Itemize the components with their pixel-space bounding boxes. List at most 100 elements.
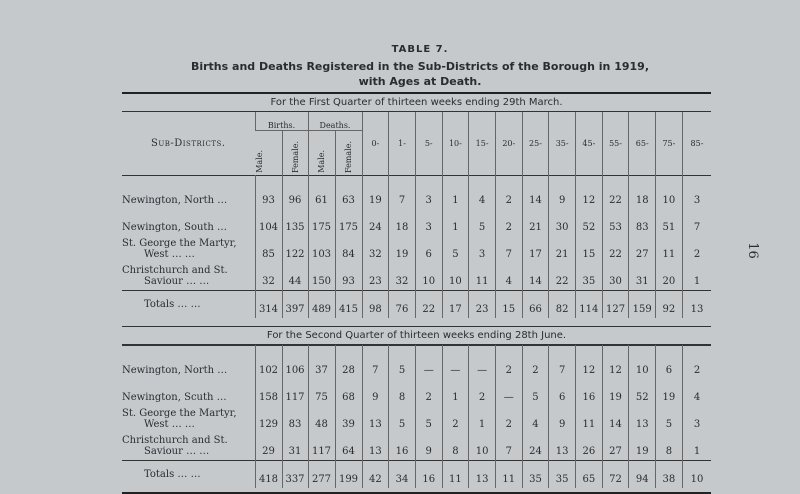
header-female-label: Female. (344, 140, 353, 173)
cell-value: 7 (494, 236, 523, 263)
cell-value: 104 (254, 209, 282, 236)
cell-value: 1 (468, 406, 496, 433)
header-age-6: 25- (521, 112, 549, 176)
cell-value: 2 (494, 406, 523, 433)
cell-value: 2 (494, 345, 523, 379)
cell-value: 2 (468, 379, 496, 406)
header-age-8: 45- (575, 112, 603, 176)
cell-value: 4 (521, 406, 549, 433)
header-age-12: 85- (681, 112, 712, 176)
cell-value: 22 (548, 263, 576, 291)
cell-value: 30 (548, 209, 576, 236)
total-value: 16 (414, 460, 443, 488)
cell-value: 1 (681, 433, 712, 461)
cell-value: 3 (414, 175, 443, 209)
table-subtitle: Births and Deaths Registered in the Sub-… (190, 60, 650, 73)
header-male: Male. (307, 130, 335, 176)
cell-value: 3 (468, 236, 496, 263)
header-male-label: Male. (255, 150, 264, 173)
births-deaths-table: For the First Quarter of thirteen weeks … (122, 92, 712, 494)
totals-label: Totals … … (122, 290, 255, 318)
cell-value: 1 (681, 263, 712, 291)
cell-value: 12 (575, 345, 603, 379)
cell-value: 12 (575, 175, 603, 209)
cell-value: 13 (628, 406, 656, 433)
total-value: 92 (655, 290, 683, 318)
table-row: Newington, South … 104 135 175 175 24 18 3 1 5 2 21… (122, 209, 712, 236)
cell-value: 117 (281, 379, 308, 406)
header-age-10: 65- (628, 112, 656, 176)
header-age-1: 1- (388, 112, 416, 176)
cell-value: 17 (521, 236, 549, 263)
cell-value: 3 (414, 209, 443, 236)
cell-value: 15 (575, 236, 603, 263)
cell-value: 53 (601, 209, 629, 236)
table-row: Newington, North … 93 96 61 63 19 7 3 1 4 2 14 9 12 22… (122, 175, 712, 209)
table-title: TABLE 7. (391, 44, 449, 55)
cell-value: 52 (575, 209, 603, 236)
cell-value: 5 (521, 379, 549, 406)
cell-value: 14 (521, 175, 549, 209)
cell-value: 75 (307, 379, 335, 406)
name-line: Saviour … … (144, 446, 210, 457)
cell-value: 19 (655, 379, 683, 406)
cell-value: 93 (254, 175, 282, 209)
cell-value: 14 (601, 406, 629, 433)
header-male-label: Male. (317, 150, 326, 173)
total-value: 10 (681, 460, 712, 488)
header-female: Female. (334, 130, 362, 176)
sub-district-name: Christchurch and St. Saviour … … (122, 263, 255, 291)
cell-value: 31 (281, 433, 308, 461)
cell-value: 32 (361, 236, 389, 263)
cell-value: 5 (468, 209, 496, 236)
cell-value: 135 (281, 209, 308, 236)
total-value: 277 (307, 460, 335, 488)
cell-value: 9 (361, 379, 389, 406)
header-age-9: 55- (601, 112, 629, 176)
total-value: 397 (281, 290, 308, 318)
cell-value: 19 (601, 379, 629, 406)
name-line: Christchurch and St. (122, 435, 228, 446)
cell-value: 10 (441, 263, 469, 291)
total-value: 98 (361, 290, 389, 318)
cell-value: 85 (254, 236, 282, 263)
cell-value: 5 (388, 345, 416, 379)
cell-value: 84 (334, 236, 362, 263)
cell-value: 22 (601, 236, 629, 263)
name-line: St. George the Martyr, (122, 408, 237, 419)
cell-value: 2 (681, 236, 712, 263)
total-value: 489 (307, 290, 335, 318)
total-value: 82 (548, 290, 576, 318)
cell-value: 103 (307, 236, 335, 263)
cell-value: 5 (388, 406, 416, 433)
cell-value: 122 (281, 236, 308, 263)
rule (122, 326, 711, 327)
header-age-7: 35- (548, 112, 576, 176)
cell-value: 64 (334, 433, 362, 461)
cell-value: 11 (575, 406, 603, 433)
cell-value: 106 (281, 345, 308, 379)
totals-row: Totals … … 418 337 277 199 42 34 16 11 13 11 35 35 65… (122, 460, 712, 488)
cell-value: 51 (655, 209, 683, 236)
cell-value: 96 (281, 175, 308, 209)
quarter-table: Newington, North … 102 106 37 28 7 5— — —2 2 7 12 12… (122, 345, 712, 488)
header-deaths: Deaths. (307, 112, 362, 131)
cell-value: 30 (601, 263, 629, 291)
total-value: 34 (388, 460, 416, 488)
name-line: Newington, North … (122, 365, 228, 376)
cell-value: 175 (307, 209, 335, 236)
cell-value: 7 (388, 175, 416, 209)
cell-value: 11 (655, 236, 683, 263)
cell-value: 7 (548, 345, 576, 379)
cell-value: 21 (548, 236, 576, 263)
header-row-2: Male. Female. Male. Female. (122, 130, 711, 176)
cell-value: 44 (281, 263, 308, 291)
spacer (122, 318, 711, 324)
cell-value: 3 (681, 175, 712, 209)
header-label: Sub-Districts. (150, 138, 226, 149)
total-value: 65 (575, 460, 603, 488)
cell-value: 48 (307, 406, 335, 433)
cell-value: 11 (468, 263, 496, 291)
cell-value: 27 (628, 236, 656, 263)
total-value: 418 (254, 460, 282, 488)
